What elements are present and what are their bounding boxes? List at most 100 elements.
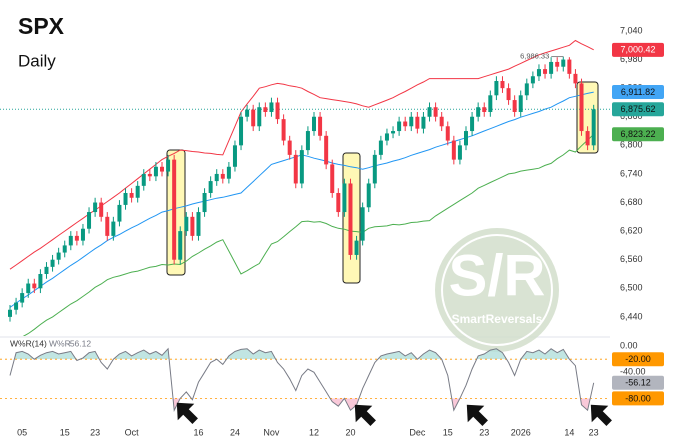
candle-body [105, 216, 110, 236]
candle-body [312, 116, 316, 132]
price-tag [612, 42, 664, 57]
indicator-pane [0, 347, 610, 412]
candle-body [129, 192, 134, 198]
candle-body [80, 228, 85, 241]
arrow-shape [354, 404, 376, 426]
axes: 7,0406,9806,9206,8606,8006,7406,6806,620… [17, 25, 664, 437]
candle-body [281, 119, 286, 141]
candle-body [391, 131, 396, 134]
candle-body [93, 202, 98, 213]
candle-body [348, 183, 353, 255]
candle-body [239, 116, 244, 146]
candle-body [232, 145, 237, 167]
y-tick-label: 6,620 [620, 225, 643, 235]
candle-body [342, 183, 347, 213]
candle-body [190, 216, 195, 236]
candle-body [518, 95, 523, 112]
candle-body [573, 73, 578, 84]
price-tag-label: 6,911.82 [621, 87, 655, 97]
candle-body [50, 259, 55, 267]
candle-body [62, 245, 67, 253]
candle-body [166, 159, 171, 172]
price-tag-label: -56.12 [625, 378, 651, 388]
y-tick-label: 0.00 [620, 341, 638, 351]
arrow [590, 404, 612, 426]
price-tag-label: -20.00 [625, 354, 651, 364]
candle-body [208, 181, 213, 193]
candle-body [68, 235, 73, 246]
arrow [176, 402, 198, 424]
candle-body [439, 116, 444, 127]
candle-body [372, 154, 377, 184]
candle-body [26, 283, 31, 294]
candle-body [44, 266, 49, 275]
annotation-label: 6,986.33 [520, 52, 549, 61]
candle-body [153, 166, 158, 177]
candle-body [561, 59, 566, 67]
candle-body [494, 81, 499, 96]
x-tick-label: Nov [263, 427, 280, 437]
candle-body [500, 81, 505, 89]
price-tag-label: -80.00 [625, 393, 651, 403]
x-tick-label: 2026 [511, 427, 531, 437]
candle-body [567, 59, 572, 74]
candle-body [488, 95, 493, 112]
candle-body [172, 159, 177, 260]
candle-body [579, 83, 584, 132]
candle-body [196, 212, 201, 236]
candle-body [549, 61, 554, 74]
candle-body [135, 185, 140, 198]
price-tag-label: 6,875.62 [620, 104, 655, 114]
candle-body [305, 131, 310, 151]
watermark-subtitle: SmartReversals [452, 312, 543, 326]
y-tick-label: 6,980 [620, 54, 643, 64]
x-tick-label: 16 [193, 427, 203, 437]
price-tag [612, 85, 664, 100]
x-tick-label: 15 [60, 427, 70, 437]
price-tag [612, 352, 664, 367]
price-pane: 6,986.33 [0, 39, 610, 336]
candle-body [117, 204, 122, 222]
watermark-circle [435, 228, 559, 352]
candle-body [512, 100, 517, 112]
candle-body [433, 107, 438, 117]
band-line [22, 133, 595, 336]
x-tick-label: 05 [17, 427, 27, 437]
candle-body [8, 309, 12, 317]
candle-body [470, 116, 475, 132]
candle-body [421, 116, 426, 129]
candle-body [324, 135, 329, 165]
y-tick-label: 7,040 [620, 25, 643, 35]
y-tick-label: 6,800 [620, 140, 643, 150]
candle-body [409, 116, 414, 127]
candle-body [38, 274, 43, 289]
watermark: S/R SmartReversals [435, 228, 559, 352]
candle-body [415, 116, 420, 129]
price-tag [612, 375, 664, 390]
x-tick-label: 23 [90, 427, 100, 437]
y-tick-label: -40.00 [620, 367, 646, 377]
x-tick-label: Dec [409, 427, 426, 437]
watermark-title: S/R [449, 243, 546, 308]
candle-body [293, 154, 298, 184]
candle-body [14, 302, 19, 310]
y-tick-label: 6,680 [620, 197, 643, 207]
y-tick-label: 6,740 [620, 168, 643, 178]
arrow [354, 404, 376, 426]
candle-body [74, 235, 79, 241]
overbought-fill [14, 348, 570, 360]
candle-body [318, 116, 323, 136]
candle-body [591, 109, 596, 146]
candle-body [141, 173, 146, 186]
x-tick-label: 14 [564, 427, 574, 437]
candle-body [530, 76, 535, 84]
x-tick-label: 23 [479, 427, 489, 437]
candle-body [482, 107, 487, 112]
candle-body [524, 83, 529, 96]
candle-body [378, 140, 383, 155]
candle-body [269, 102, 274, 112]
arrow-shape [590, 404, 612, 426]
candle-body [366, 183, 371, 208]
arrow-shape [176, 402, 198, 424]
